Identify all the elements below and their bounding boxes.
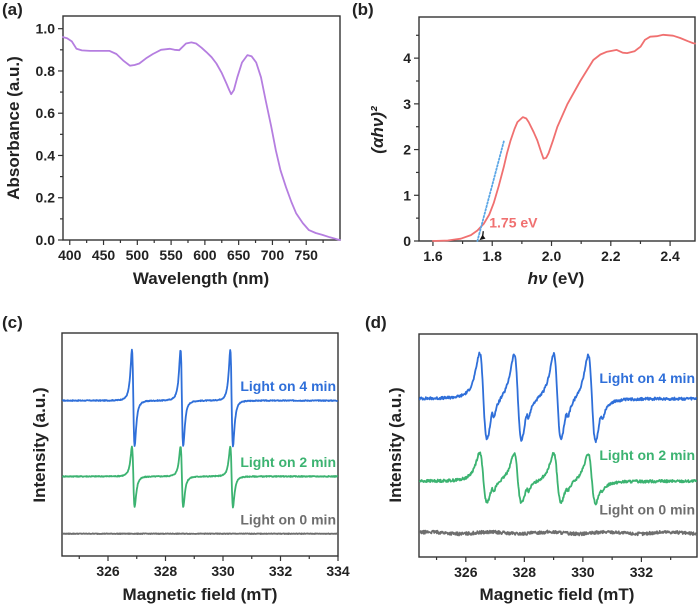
panel-b-xlabel-unit: (eV) (548, 269, 585, 288)
panel-b-xlabel: hν (eV) (528, 269, 585, 288)
y-tick-label: 4 (403, 50, 411, 66)
x-tick-label: 2.0 (542, 248, 562, 264)
panel-d-ylabel: Intensity (a.u.) (386, 387, 405, 502)
x-tick-label: 326 (454, 564, 478, 580)
x-tick-label: 1.8 (482, 248, 502, 264)
panel-d: (d) 326 328 330 332 Light on 4 min Light on 2… (365, 313, 698, 604)
epr-trace-light-on-4-min (62, 348, 338, 448)
x-tick-label: 330 (211, 563, 235, 579)
x-tick-label: 400 (58, 247, 82, 263)
series-line-fit (476, 139, 505, 242)
plot-frame (62, 15, 341, 241)
bandgap-annotation: 1.75 eV (489, 214, 538, 230)
x-tick-label: 750 (295, 247, 319, 263)
panel-c-plot-area: 326 328 330 332 334 Light on 4 min Light on 2 … (61, 332, 350, 579)
panel-b-plot-area: 1.6 1.8 2.0 2.2 2.4 0 1 2 3 4 1.75 eV (403, 16, 696, 264)
epr-trace-light-on-0-min (419, 529, 697, 537)
x-tick-label: 332 (269, 563, 293, 579)
series-label: Light on 4 min (599, 370, 695, 386)
x-tick-label: 1.6 (423, 248, 443, 264)
x-tick-label: 650 (227, 247, 251, 263)
plot-frame (61, 332, 339, 557)
y-tick-label: 0.2 (36, 190, 56, 206)
panel-label-c: (c) (2, 313, 23, 332)
x-tick-label: 332 (630, 564, 654, 580)
panel-label-b: (b) (352, 0, 374, 19)
y-tick-label: 1.0 (36, 21, 56, 37)
plot-frame (418, 16, 696, 242)
series-line-main (62, 36, 341, 241)
panel-a-plot-area: 400 450 500 550 600 650 700 750 0.0 0.2 0.4 0.6 0.8 1… (36, 15, 341, 263)
x-tick-label: 2.4 (660, 248, 680, 264)
series-label: Light on 4 min (240, 378, 336, 394)
panel-a-xlabel: Wavelength (nm) (133, 269, 269, 288)
annotation-arrowhead (479, 234, 486, 241)
epr-trace-light-on-2-min (419, 451, 697, 506)
series-line-main (432, 33, 696, 242)
x-tick-label: 334 (326, 563, 350, 579)
epr-trace-light-on-0-min (62, 532, 338, 535)
panel-a: (a) 400 450 500 550 600 650 700 750 0.0 0.2 0.4 0.6… (2, 0, 341, 288)
x-tick-label: 500 (126, 247, 150, 263)
y-tick-label: 0.8 (36, 63, 56, 79)
y-tick-label: 0.4 (36, 147, 56, 163)
panel-b-ylabel: (αhν)² (368, 105, 387, 154)
panel-a-ylabel: Absorbance (a.u.) (4, 56, 23, 200)
panel-c-xlabel: Magnetic field (mT) (123, 585, 278, 604)
epr-trace-light-on-4-min (419, 351, 697, 444)
panel-label-d: (d) (365, 313, 387, 332)
x-tick-label: 2.2 (601, 248, 621, 264)
x-tick-label: 550 (159, 247, 183, 263)
x-tick-label: 450 (92, 247, 116, 263)
panel-c-ylabel: Intensity (a.u.) (30, 387, 49, 502)
y-tick-label: 2 (403, 142, 411, 158)
x-tick-label: 600 (193, 247, 217, 263)
panel-d-xlabel: Magnetic field (mT) (480, 585, 635, 604)
y-tick-label: 3 (403, 96, 411, 112)
series-label: Light on 2 min (599, 447, 695, 463)
plot-frame (418, 333, 698, 558)
panel-c: (c) 326 328 330 332 334 Light on 4 min Light o… (2, 313, 350, 604)
x-tick-label: 330 (571, 564, 595, 580)
panel-label-a: (a) (2, 0, 23, 19)
series-label: Light on 2 min (240, 454, 336, 470)
panel-b-xlabel-italic: hν (528, 269, 548, 288)
series-label: Light on 0 min (240, 511, 336, 527)
x-tick-label: 328 (154, 563, 178, 579)
y-tick-label: 0.6 (36, 105, 56, 121)
panel-d-plot-area: 326 328 330 332 Light on 4 min Light on 2 min… (418, 333, 698, 580)
x-tick-label: 328 (513, 564, 537, 580)
epr-trace-light-on-2-min (62, 445, 338, 509)
x-tick-label: 326 (96, 563, 120, 579)
y-tick-label: 0 (403, 233, 411, 249)
y-tick-label: 1 (403, 187, 411, 203)
y-tick-label: 0.0 (36, 232, 56, 248)
series-label: Light on 0 min (599, 502, 695, 518)
x-tick-label: 700 (261, 247, 285, 263)
